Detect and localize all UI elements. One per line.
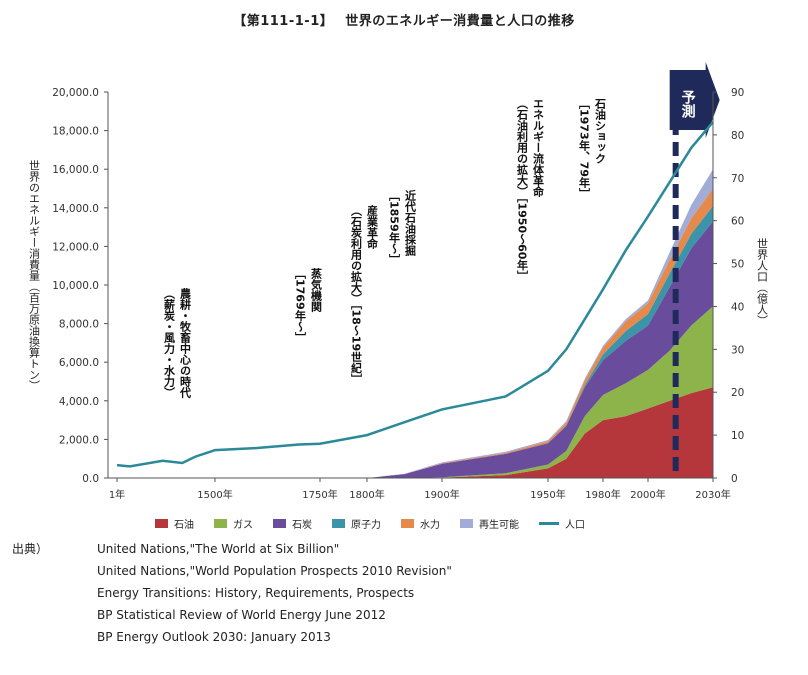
y-left-tick-label: 18,000.0 xyxy=(52,126,99,138)
y-left-tick-label: 2,000.0 xyxy=(59,434,99,446)
y-left-tick-label: 10,000.0 xyxy=(52,280,99,292)
y-left-tick-label: 6,000.0 xyxy=(59,357,99,369)
chart-axes: 20,000.0 18,000.0 16,000.0 14,000.0 12,000.0… xyxy=(28,87,769,501)
legend-label: ガス xyxy=(233,520,253,531)
y-left-tick-label: 14,000.0 xyxy=(52,203,99,215)
area-石油 xyxy=(117,387,713,478)
y-right-tick-label: 10 xyxy=(731,430,744,442)
legend-swatch xyxy=(155,519,168,528)
annotation-detail: （石炭利用の拡大）［18〜19世紀］ xyxy=(350,205,364,384)
legend-label: 人口 xyxy=(565,520,585,531)
annotation-detail: ［1973年、79年］ xyxy=(578,98,591,199)
y-right-tick-label: 0 xyxy=(731,473,738,485)
legend-label: 原子力 xyxy=(351,520,381,531)
y-right-tick-label: 80 xyxy=(731,130,744,142)
legend-label: 水力 xyxy=(420,520,440,531)
x-tick-label: 2000年 xyxy=(630,488,665,501)
source-item: BP Statistical Review of World Energy Ju… xyxy=(97,608,386,622)
legend-swatch xyxy=(273,519,286,528)
energy-population-chart: 予測 20,000.0 18,000.0 16,000.0 14,000.0 12,00… xyxy=(28,62,769,501)
legend-swatch xyxy=(460,519,473,528)
population-line xyxy=(116,121,714,468)
forecast-label: 予測 xyxy=(680,90,696,119)
annotation-label: エネルギー流体革命 xyxy=(532,98,546,198)
annotation-label: 蒸気機関 xyxy=(310,267,323,313)
x-tick-label: 1800年 xyxy=(349,488,384,501)
y-right-tick-label: 60 xyxy=(731,216,744,228)
y-right-tick-label: 20 xyxy=(731,387,744,399)
legend-item: 再生可能 xyxy=(460,516,519,531)
legend-item: 石炭 xyxy=(273,516,312,531)
legend-item: 原子力 xyxy=(332,516,381,531)
y-left-axis-title: 世界のエネルギー消費量（百万原油換算トン） xyxy=(28,160,41,391)
stacked-area-series xyxy=(117,169,713,479)
legend-item: 人口 xyxy=(539,516,585,531)
x-tick-label: 1年 xyxy=(109,488,125,501)
chart-legend: 石油 ガス 石炭 原子力 水力 再生可能 人口 xyxy=(155,516,585,531)
x-tick-label: 1750年 xyxy=(302,488,337,501)
y-left-tick-label: 4,000.0 xyxy=(59,396,99,408)
legend-item: 石油 xyxy=(155,516,194,531)
annotation-detail: （石油利用の拡大）［1950〜60年］ xyxy=(516,98,530,281)
annotation-label: 農耕・牧畜中心の時代 xyxy=(179,287,193,399)
y-right-tick-label: 40 xyxy=(731,301,744,313)
source-item: Energy Transitions: History, Requirement… xyxy=(97,586,415,600)
chart-title: 【第111-1-1】 世界のエネルギー消費量と人口の推移 xyxy=(233,14,575,29)
annotation-label: 近代石油採掘 xyxy=(404,189,418,257)
annotations: （薪炭・風力・水力） 農耕・牧畜中心の時代 ［1769年〜］ 蒸気機関 （石炭利用の拡大… xyxy=(163,98,608,399)
y-left-tick-label: 0.0 xyxy=(82,473,99,485)
y-right-tick-label: 70 xyxy=(731,173,744,185)
y-left-tick-label: 20,000.0 xyxy=(52,87,99,99)
y-right-tick-label: 30 xyxy=(731,344,744,356)
annotation-label: 石油ショック xyxy=(594,98,608,164)
forecast-arrow-icon xyxy=(669,62,720,138)
source-item: United Nations,"World Population Prospec… xyxy=(97,564,452,578)
legend-swatch xyxy=(401,519,414,528)
annotation-label: 産業革命 xyxy=(366,204,380,250)
annotation-detail: ［1859年〜］ xyxy=(388,190,401,265)
forecast-marker: 予測 xyxy=(669,62,720,478)
legend-item: ガス xyxy=(214,516,253,531)
population-series-line xyxy=(116,121,714,468)
y-left-tick-label: 16,000.0 xyxy=(52,164,99,176)
x-tick-label: 1950年 xyxy=(530,488,565,501)
source-item: BP Energy Outlook 2030: January 2013 xyxy=(97,630,331,644)
legend-swatch xyxy=(539,522,559,525)
legend-label: 再生可能 xyxy=(479,520,519,531)
legend-label: 石炭 xyxy=(292,520,312,531)
y-left-tick-label: 8,000.0 xyxy=(59,319,99,331)
legend-swatch xyxy=(214,519,227,528)
legend-label: 石油 xyxy=(174,520,194,531)
x-tick-label: 1500年 xyxy=(197,488,232,501)
y-right-tick-label: 50 xyxy=(731,259,744,271)
y-right-tick-label: 90 xyxy=(731,87,744,99)
legend-item: 水力 xyxy=(401,516,440,531)
y-right-axis-title: 世界人口（億人） xyxy=(756,238,769,326)
annotation-detail: ［1769年〜］ xyxy=(294,268,307,343)
sources-label: 出典） xyxy=(12,542,49,556)
legend-swatch xyxy=(332,519,345,528)
sources-list: United Nations,"The World at Six Billion… xyxy=(97,538,697,648)
x-tick-label: 1980年 xyxy=(585,488,620,501)
x-tick-label: 1900年 xyxy=(424,488,459,501)
x-tick-label: 2030年 xyxy=(695,488,730,501)
y-left-tick-label: 12,000.0 xyxy=(52,241,99,253)
annotation-detail: （薪炭・風力・水力） xyxy=(163,288,177,398)
source-item: United Nations,"The World at Six Billion… xyxy=(97,542,340,556)
